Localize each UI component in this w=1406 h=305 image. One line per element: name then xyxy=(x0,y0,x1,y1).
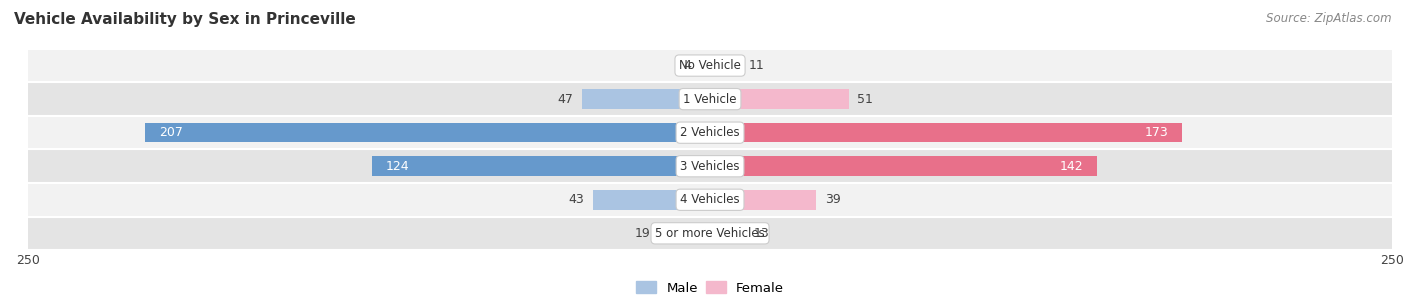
Text: 39: 39 xyxy=(824,193,841,206)
Bar xyxy=(28,116,1392,149)
Bar xyxy=(582,89,710,109)
Text: 43: 43 xyxy=(569,193,585,206)
Bar xyxy=(699,56,710,75)
Bar xyxy=(710,123,1182,142)
Bar xyxy=(28,183,1392,217)
Bar xyxy=(28,149,1392,183)
Text: Vehicle Availability by Sex in Princeville: Vehicle Availability by Sex in Princevil… xyxy=(14,12,356,27)
Bar xyxy=(145,123,710,142)
Text: 3 Vehicles: 3 Vehicles xyxy=(681,160,740,173)
Text: 173: 173 xyxy=(1144,126,1168,139)
Bar xyxy=(28,49,1392,82)
Bar xyxy=(710,89,849,109)
Text: 19: 19 xyxy=(634,227,650,240)
Text: 5 or more Vehicles: 5 or more Vehicles xyxy=(655,227,765,240)
Text: 13: 13 xyxy=(754,227,769,240)
Bar xyxy=(593,190,710,210)
Text: 207: 207 xyxy=(159,126,183,139)
Text: 4: 4 xyxy=(683,59,690,72)
Text: 51: 51 xyxy=(858,93,873,106)
Text: 47: 47 xyxy=(558,93,574,106)
Text: 124: 124 xyxy=(385,160,409,173)
Bar xyxy=(710,190,817,210)
Text: 11: 11 xyxy=(748,59,763,72)
Bar xyxy=(710,156,1097,176)
Bar xyxy=(28,82,1392,116)
Text: 142: 142 xyxy=(1060,160,1084,173)
Text: 2 Vehicles: 2 Vehicles xyxy=(681,126,740,139)
Bar xyxy=(710,56,740,75)
Text: No Vehicle: No Vehicle xyxy=(679,59,741,72)
Text: Source: ZipAtlas.com: Source: ZipAtlas.com xyxy=(1267,12,1392,25)
Bar xyxy=(658,224,710,243)
Text: 4 Vehicles: 4 Vehicles xyxy=(681,193,740,206)
Bar xyxy=(371,156,710,176)
Text: 1 Vehicle: 1 Vehicle xyxy=(683,93,737,106)
Bar xyxy=(28,217,1392,250)
Legend: Male, Female: Male, Female xyxy=(631,276,789,300)
Bar xyxy=(710,224,745,243)
